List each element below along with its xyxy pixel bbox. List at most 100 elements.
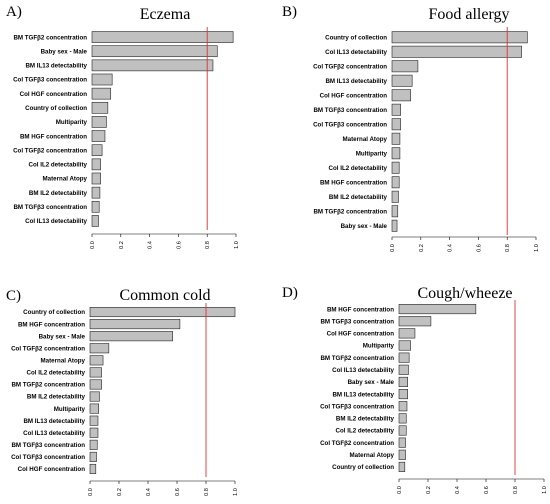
category-label: BM TGFβ3 concentration — [13, 204, 87, 211]
bar — [391, 161, 400, 174]
bar — [89, 343, 110, 354]
category-label: Multiparity — [356, 150, 388, 157]
category-label: Baby sex - Male — [39, 333, 86, 340]
x-tick-label: 0.0 — [390, 244, 396, 252]
category-label: BM IL2 detectability — [29, 190, 88, 197]
category-label: Col IL2 detectability — [29, 162, 88, 169]
category-label: BM HGF concentration — [320, 179, 387, 186]
bar — [398, 413, 407, 424]
x-tick-label: 0.4 — [455, 486, 461, 494]
bar — [398, 449, 406, 460]
bar — [89, 439, 98, 450]
x-tick-label: 0.2 — [419, 244, 425, 252]
bar — [91, 73, 113, 86]
category-label: Col TGFβ3 concentration — [320, 403, 394, 410]
category-label: Col IL2 detectability — [336, 428, 395, 435]
category-label: BM TGFβ3 concentration — [320, 318, 394, 325]
x-tick-label: 0.2 — [426, 486, 432, 494]
panel-label: D) — [282, 285, 298, 301]
category-label: Col TGFβ2 concentration — [320, 440, 394, 447]
category-label: BM TGFβ2 concentration — [11, 382, 85, 389]
bar — [398, 437, 406, 448]
category-label: Col TGFβ2 concentration — [11, 345, 85, 352]
bar — [398, 364, 409, 375]
category-label: Multiparity — [56, 119, 88, 126]
bar — [89, 331, 173, 342]
category-label: BM TGFβ2 concentration — [13, 34, 87, 41]
category-label: Col TGFβ3 concentration — [13, 77, 87, 84]
x-tick-label: 0.4 — [148, 241, 154, 249]
category-label: Col HGF concentration — [320, 92, 388, 99]
bar — [391, 45, 522, 58]
category-label: BM HGF concentration — [20, 133, 87, 140]
bar — [91, 144, 103, 157]
bar — [91, 87, 112, 100]
category-label: Country of collection — [23, 309, 85, 316]
bar — [391, 205, 399, 218]
category-label: BM IL2 detectability — [27, 394, 86, 401]
bar — [89, 451, 97, 462]
chart-panel-1: A) Eczema BM TGFβ2 concentration Baby sex -… — [6, 4, 240, 249]
category-label: Col TGFβ3 concentration — [313, 121, 387, 128]
category-label: Maternal Atopy — [350, 452, 395, 459]
bar — [89, 367, 102, 378]
x-tick-label: 0.0 — [88, 488, 94, 496]
x-tick-label: 1.0 — [233, 488, 239, 496]
bar — [398, 316, 432, 327]
category-label: Country of collection — [332, 464, 394, 471]
bar — [391, 74, 413, 87]
bar — [89, 403, 99, 414]
bar — [91, 130, 106, 142]
bar — [91, 101, 109, 114]
bar — [91, 116, 107, 128]
chart-panel-2: B) Food allergy Country of collection Col I… — [282, 4, 540, 252]
bar — [391, 176, 400, 189]
bar — [91, 45, 218, 58]
category-label: Col IL2 detectability — [329, 165, 388, 172]
category-label: BM IL13 detectability — [25, 63, 87, 70]
category-label: BM IL13 detectability — [332, 391, 394, 398]
x-tick-label: 0.4 — [146, 488, 152, 496]
bar — [91, 31, 234, 43]
bar — [398, 304, 477, 315]
category-label: BM IL13 detectability — [23, 418, 85, 425]
x-tick-label: 0.2 — [117, 488, 123, 496]
bar — [391, 190, 399, 203]
category-label: Multiparity — [363, 343, 395, 350]
bar — [91, 186, 101, 199]
bar — [391, 118, 401, 131]
category-label: Country of collection — [25, 105, 87, 112]
panel-label: B) — [282, 4, 297, 20]
category-label: Country of collection — [325, 34, 387, 41]
category-label: BM TGFβ3 concentration — [313, 107, 387, 114]
bar — [91, 59, 214, 72]
category-label: Col HGF concentration — [20, 91, 88, 98]
bar — [398, 389, 408, 400]
bar — [391, 147, 401, 160]
bar — [89, 379, 102, 390]
category-label: Baby sex - Male — [348, 379, 395, 386]
bar — [391, 60, 419, 73]
bar — [91, 158, 101, 171]
bar — [89, 319, 181, 330]
panel-title: Food allergy — [428, 6, 509, 23]
x-tick-label: 0.6 — [175, 488, 181, 496]
bar — [391, 31, 528, 44]
bar — [398, 328, 416, 339]
bar — [89, 391, 100, 402]
category-label: BM HGF concentration — [18, 321, 85, 328]
x-tick-label: 0.6 — [176, 241, 182, 249]
category-label: Col IL13 detectability — [25, 218, 87, 225]
category-label: Col HGF concentration — [327, 331, 395, 338]
x-tick-label: 0.0 — [397, 486, 403, 494]
x-tick-label: 0.4 — [448, 244, 454, 252]
panel-title: Cough/wheeze — [417, 285, 512, 302]
category-label: Col IL13 detectability — [23, 430, 85, 437]
category-label: BM TGFβ2 concentration — [313, 208, 387, 215]
x-tick-label: 0.2 — [119, 241, 125, 249]
x-tick-label: 0.8 — [204, 488, 210, 496]
x-tick-label: 1.0 — [234, 241, 240, 249]
x-tick-label: 0.6 — [484, 486, 490, 494]
bar — [89, 415, 99, 426]
bar — [89, 307, 236, 318]
